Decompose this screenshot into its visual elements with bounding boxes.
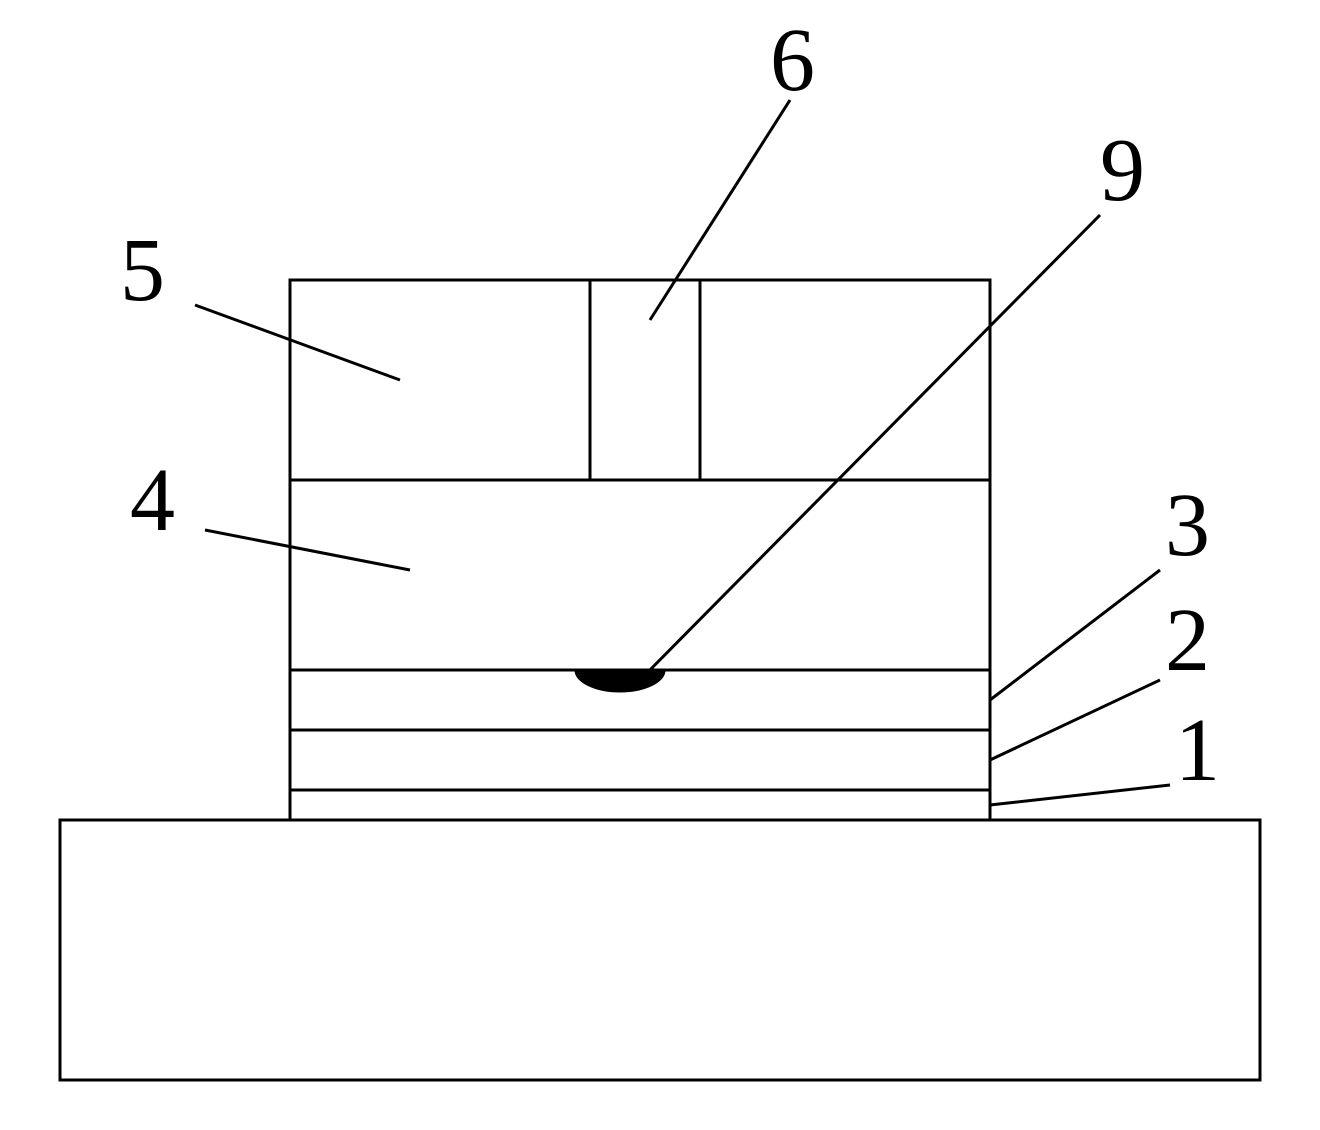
leader-line-6 xyxy=(650,100,790,320)
label-9: 9 xyxy=(1100,121,1145,220)
label-1: 1 xyxy=(1175,701,1220,800)
leader-line-4 xyxy=(205,530,410,570)
leader-line-5 xyxy=(195,305,400,380)
region-6 xyxy=(590,280,700,480)
leader-line-9 xyxy=(640,215,1100,680)
layer-stack-outline xyxy=(290,280,990,820)
label-6: 6 xyxy=(770,11,815,110)
label-5: 5 xyxy=(120,221,165,320)
label-2: 2 xyxy=(1165,591,1210,690)
leader-line-3 xyxy=(990,570,1160,700)
label-4: 4 xyxy=(130,451,175,550)
region-9 xyxy=(575,670,665,692)
leader-line-2 xyxy=(990,680,1160,760)
base-substrate xyxy=(60,820,1260,1080)
label-3: 3 xyxy=(1165,476,1210,575)
leader-line-1 xyxy=(990,785,1170,805)
